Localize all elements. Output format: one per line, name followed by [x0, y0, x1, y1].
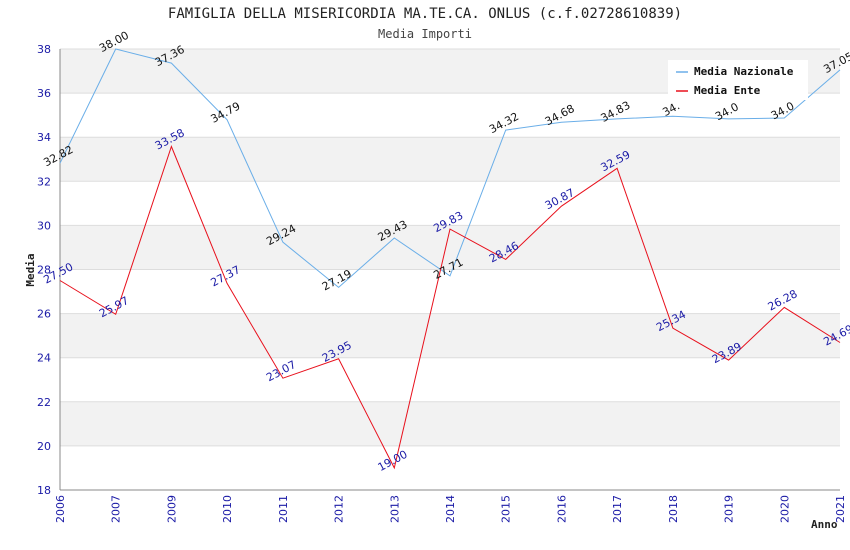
data-label: 34.0 [769, 99, 797, 122]
y-tick-label: 18 [37, 484, 51, 497]
chart-subtitle: Media Importi [378, 27, 472, 41]
legend-label-media-nazionale: Media Nazionale [694, 65, 794, 78]
y-axis-label: Media [24, 253, 37, 286]
legend-label-media-ente: Media Ente [694, 84, 761, 97]
x-tick-label: 2011 [277, 495, 290, 523]
y-tick-label: 24 [37, 352, 51, 365]
x-axis-label: Anno [811, 518, 838, 531]
chart-title: FAMIGLIA DELLA MISERICORDIA MA.TE.CA. ON… [167, 6, 683, 22]
y-tick-label: 32 [37, 175, 51, 188]
grid-band [60, 137, 840, 182]
x-tick-label: 2016 [555, 495, 568, 523]
data-label: 34.79 [209, 100, 243, 126]
y-tick-label: 26 [37, 308, 51, 321]
grid-band [60, 313, 840, 358]
data-label: 34.0 [713, 100, 741, 123]
grid-band [60, 225, 840, 270]
grid-bands [60, 49, 840, 446]
y-tick-label: 22 [37, 396, 51, 409]
series-lines [59, 48, 841, 470]
series-line-media-ente [59, 145, 841, 470]
x-tick-label: 2010 [221, 495, 234, 523]
grid-lines [60, 48, 840, 491]
data-label: 34. [660, 99, 682, 119]
y-tick-label: 20 [37, 440, 51, 453]
x-tick-label: 2009 [165, 495, 178, 523]
x-tick-label: 2019 [723, 495, 736, 523]
x-tick-label: 2014 [444, 495, 457, 523]
x-tick-label: 2017 [611, 495, 624, 523]
data-label: 34.83 [599, 99, 633, 125]
series-line-media-nazionale [59, 48, 841, 289]
y-tick-label: 34 [37, 131, 51, 144]
x-tick-label: 2007 [110, 495, 123, 523]
x-tick-labels: 2006 2007 2009 2010 2011 2012 2013 2014 2015 2016… [54, 495, 847, 523]
legend: Media Nazionale Media Ente [668, 60, 808, 100]
y-tick-label: 36 [37, 87, 51, 100]
x-tick-label: 2020 [778, 495, 791, 523]
x-tick-label: 2012 [333, 495, 346, 523]
legend-box [668, 60, 808, 100]
x-tick-label: 2015 [500, 495, 513, 523]
y-tick-labels: 18 20 22 24 26 28 30 32 34 36 38 [37, 43, 51, 497]
data-label: 23.07 [264, 358, 298, 384]
x-tick-label: 2013 [388, 495, 401, 523]
x-tick-label: 2018 [667, 495, 680, 523]
y-tick-label: 30 [37, 219, 51, 232]
axes [59, 49, 840, 491]
x-tick-label: 2006 [54, 495, 67, 523]
data-label: 34.32 [487, 110, 521, 136]
x-tick-label: 2021 [834, 495, 847, 523]
grid-band [60, 401, 840, 446]
y-tick-label: 28 [37, 264, 51, 277]
data-label: 19.00 [376, 448, 410, 474]
data-label: 34.68 [543, 102, 577, 128]
data-label: 27.19 [320, 267, 354, 293]
y-tick-label: 38 [37, 43, 51, 56]
